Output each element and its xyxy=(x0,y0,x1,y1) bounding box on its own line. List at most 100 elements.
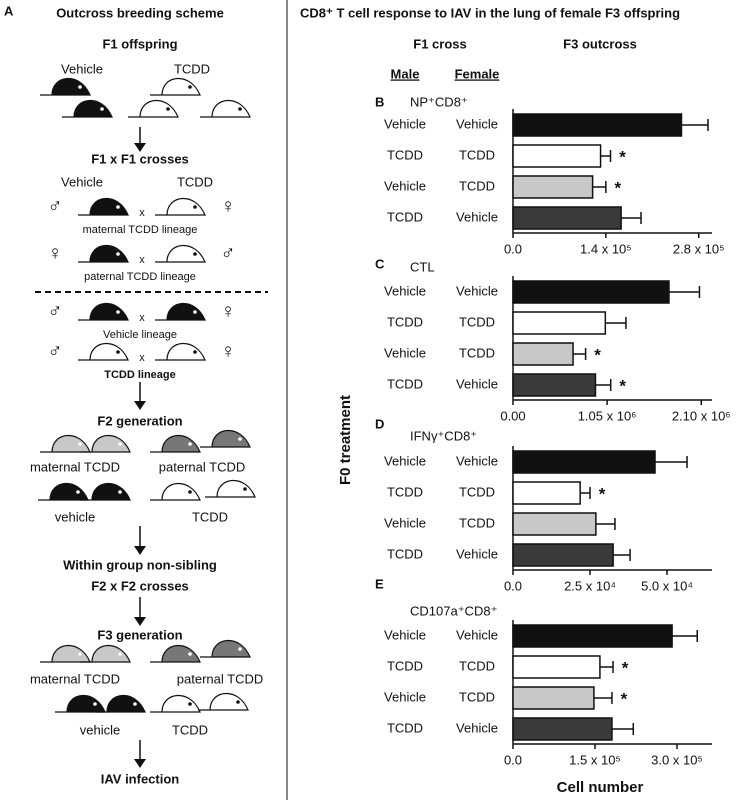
mouse-eye xyxy=(236,700,240,704)
row-label: Vehicle xyxy=(456,627,498,642)
x-tick-label: 0.0 xyxy=(504,752,522,767)
panel-letter: C xyxy=(375,256,385,271)
row-label: Vehicle xyxy=(456,546,498,561)
mouse-body xyxy=(80,644,131,663)
bar xyxy=(512,686,595,710)
mouse-eye xyxy=(238,437,242,441)
mouse-icon xyxy=(200,99,251,118)
mouse-eye xyxy=(188,652,192,656)
mouse-body xyxy=(150,77,201,96)
group-label: paternal TCDD xyxy=(159,459,245,474)
mouse-icon xyxy=(80,482,131,501)
arrow-head xyxy=(134,401,146,410)
group-label: Vehicle xyxy=(61,174,103,189)
mouse-body xyxy=(155,342,206,361)
bar xyxy=(512,655,601,679)
mouse-icon xyxy=(150,694,201,713)
stage-title: F2 generation xyxy=(97,413,182,428)
row-label: Vehicle xyxy=(384,689,426,704)
row-label: Vehicle xyxy=(456,720,498,735)
mouse-body xyxy=(62,99,113,118)
bar xyxy=(512,342,574,366)
arrow-head xyxy=(134,143,146,152)
mouse-icon xyxy=(150,644,201,663)
chart-title: NP⁺CD8⁺ xyxy=(410,94,468,109)
mouse-body xyxy=(78,302,129,321)
mouse-eye xyxy=(116,252,120,256)
row-label: Vehicle xyxy=(456,453,498,468)
row-label: TCDD xyxy=(459,515,495,530)
mouse-body xyxy=(78,342,129,361)
bar xyxy=(512,113,683,137)
cross-x: x xyxy=(139,207,145,219)
mouse-eye xyxy=(118,490,122,494)
panel-title: Outcross breeding scheme xyxy=(56,5,224,20)
significance-mark: * xyxy=(621,689,628,708)
mouse-body xyxy=(155,197,206,216)
mouse-eye xyxy=(193,350,197,354)
significance-mark: * xyxy=(594,345,601,364)
group-label: TCDD xyxy=(177,174,213,189)
row-label: Vehicle xyxy=(384,515,426,530)
sex-symbol: ♂ xyxy=(48,300,63,322)
mouse-body xyxy=(38,482,89,501)
mouse-eye xyxy=(193,205,197,209)
panel-title: CD8⁺ T cell response to IAV in the lung … xyxy=(300,5,680,20)
mouse-icon xyxy=(155,342,206,361)
chart-title: CD107a⁺CD8⁺ xyxy=(410,603,497,618)
mouse-body xyxy=(128,99,179,118)
bar xyxy=(512,280,670,304)
mouse-body xyxy=(40,77,91,96)
mouse-icon xyxy=(40,644,91,663)
mouse-eye xyxy=(193,310,197,314)
mouse-body xyxy=(78,244,129,263)
group-label: maternal TCDD xyxy=(30,671,120,686)
mouse-eye xyxy=(188,85,192,89)
significance-mark: * xyxy=(619,147,626,166)
stage-title: F2 x F2 crosses xyxy=(91,578,189,593)
mouse-body xyxy=(150,644,201,663)
x-tick-label: 0.0 xyxy=(504,241,522,256)
mouse-body xyxy=(200,99,251,118)
mouse-body xyxy=(150,482,201,501)
breeding-scheme: A Outcross breeding scheme F1 offspring … xyxy=(4,3,268,786)
bar xyxy=(512,543,614,567)
mouse-eye xyxy=(188,442,192,446)
mouse-icon xyxy=(155,302,206,321)
mouse-icon xyxy=(95,694,146,713)
mouse-icon xyxy=(150,77,201,96)
row-label: Vehicle xyxy=(384,627,426,642)
chart-title: CTL xyxy=(410,259,435,274)
stage-title: F1 x F1 crosses xyxy=(91,151,189,166)
group-label: vehicle xyxy=(80,722,120,737)
x-tick-label: 3.0 x 10⁵ xyxy=(651,752,703,767)
row-label: TCDD xyxy=(459,689,495,704)
row-label: Vehicle xyxy=(456,209,498,224)
sex-symbol: ♀ xyxy=(221,300,236,322)
row-label: Vehicle xyxy=(384,283,426,298)
arrow-head xyxy=(134,617,146,626)
bar xyxy=(512,144,602,168)
mouse-eye xyxy=(93,702,97,706)
bar xyxy=(512,481,581,505)
mouse-body xyxy=(95,694,146,713)
mouse-eye xyxy=(76,490,80,494)
mouse-eye xyxy=(116,205,120,209)
group-label: vehicle xyxy=(55,509,95,524)
mouse-icon xyxy=(80,434,131,453)
mouse-icon xyxy=(38,482,89,501)
bar xyxy=(512,512,597,536)
mouse-icon xyxy=(80,644,131,663)
stage-title: F3 generation xyxy=(97,627,182,642)
mouse-eye xyxy=(243,487,247,491)
mouse-eye xyxy=(78,652,82,656)
stage-title: Within group non-sibling xyxy=(63,557,217,572)
column-header: F1 cross xyxy=(413,36,466,51)
mouse-eye xyxy=(78,85,82,89)
mouse-eye xyxy=(238,647,242,651)
row-label: TCDD xyxy=(387,484,423,499)
mouse-body xyxy=(78,197,129,216)
bar xyxy=(512,206,622,230)
row-label: Vehicle xyxy=(384,345,426,360)
